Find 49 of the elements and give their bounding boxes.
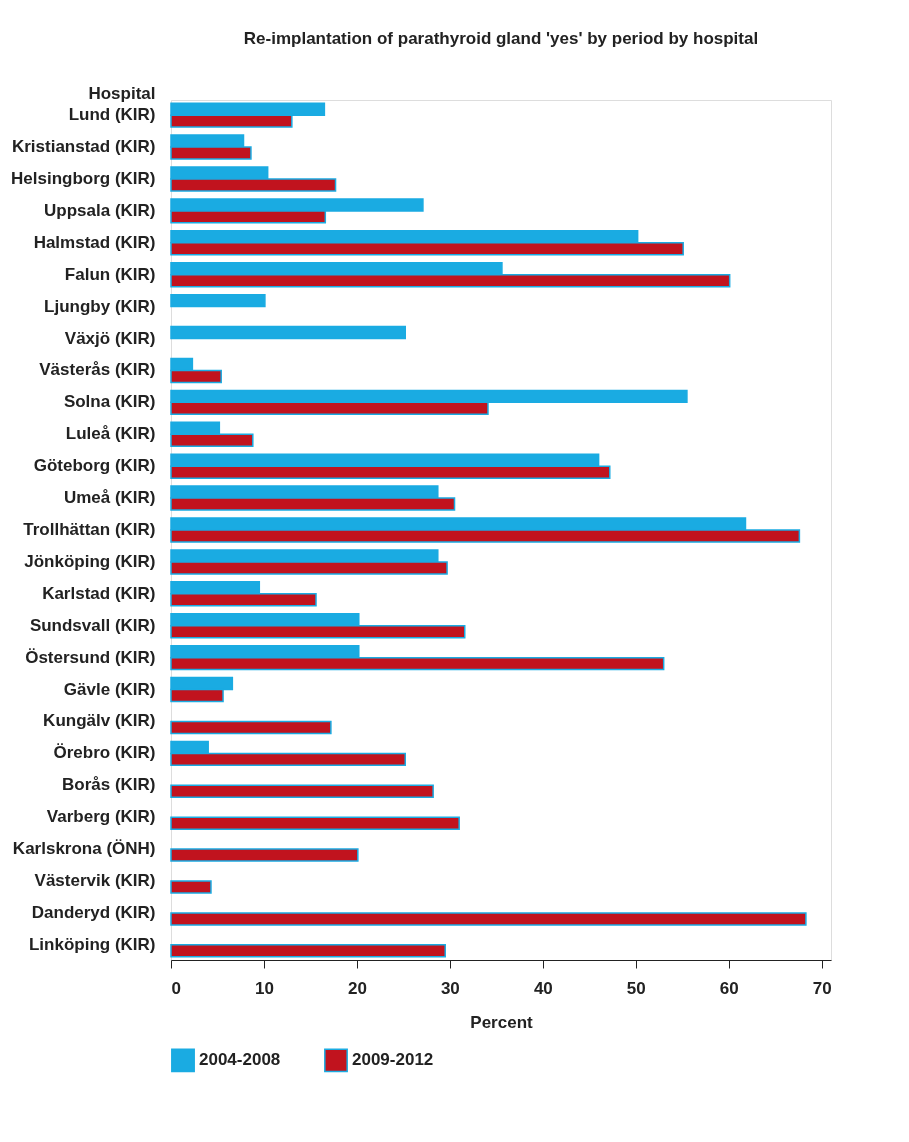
bar: [170, 293, 266, 308]
x-tick-label: 0: [171, 978, 181, 998]
x-tick-label: 10: [255, 978, 274, 998]
y-tick-label: Borås (KIR): [61, 775, 156, 795]
y-tick-label: Östersund (KIR): [25, 647, 156, 667]
x-tick-label: 50: [626, 978, 646, 998]
y-tick-label: Falun (KIR): [64, 264, 156, 284]
y-tick-label: Danderyd (KIR): [31, 902, 156, 922]
x-axis-title: Percent: [470, 1012, 534, 1032]
chart-title: Re-implantation of parathyroid gland 'yes' by period by hospital: [243, 29, 759, 48]
y-tick-label: Växjö (KIR): [64, 328, 156, 348]
y-tick-label: Västerås (KIR): [39, 360, 156, 380]
y-tick-label: Sundsvall (KIR): [29, 615, 156, 635]
y-tick-label: Kristianstad (KIR): [11, 137, 156, 157]
y-tick-label: Ljungby (KIR): [44, 296, 156, 316]
x-tick-label: 20: [347, 978, 367, 998]
legend-label: 2009-2012: [352, 1050, 434, 1070]
y-tick-label: Göteborg (KIR): [33, 456, 156, 476]
y-tick-label: Lund (KIR): [68, 105, 156, 125]
y-tick-label: Linköping (KIR): [28, 934, 156, 954]
y-tick-label: Gävle (KIR): [63, 679, 156, 699]
bar: [170, 912, 807, 926]
y-tick-label: Karlstad (KIR): [42, 583, 156, 603]
x-tick-label: 40: [533, 978, 553, 998]
legend-label: 2004-2008: [199, 1050, 281, 1070]
x-tick-label: 60: [719, 978, 739, 998]
y-tick-label: Solna (KIR): [63, 392, 156, 412]
bar: [170, 720, 332, 735]
y-tick-label: Umeå (KIR): [63, 488, 156, 508]
y-tick-label: Karlskrona (ÖNH): [12, 839, 156, 859]
bar: [170, 784, 434, 798]
x-tick-label: 70: [812, 978, 832, 998]
bar: [170, 325, 406, 340]
bar: [170, 944, 446, 958]
bar: [170, 848, 359, 862]
x-tick-label: 30: [440, 978, 460, 998]
y-tick-label: Kungälv (KIR): [43, 711, 156, 731]
y-tick-label: Jönköping (KIR): [24, 551, 156, 571]
y-tick-label: Örebro (KIR): [53, 743, 156, 763]
y-tick-label: Halmstad (KIR): [33, 232, 156, 252]
bar: [170, 880, 212, 894]
y-tick-label: Varberg (KIR): [46, 807, 156, 827]
y-tick-label: Helsingborg (KIR): [11, 168, 156, 188]
bar: [170, 816, 460, 830]
y-tick-label: Luleå (KIR): [65, 424, 156, 444]
y-tick-label: Uppsala (KIR): [44, 200, 156, 220]
y-tick-label: Västervik (KIR): [34, 871, 156, 891]
y-axis-title: Hospital: [88, 83, 156, 103]
y-tick-label: Trollhättan (KIR): [23, 520, 156, 539]
